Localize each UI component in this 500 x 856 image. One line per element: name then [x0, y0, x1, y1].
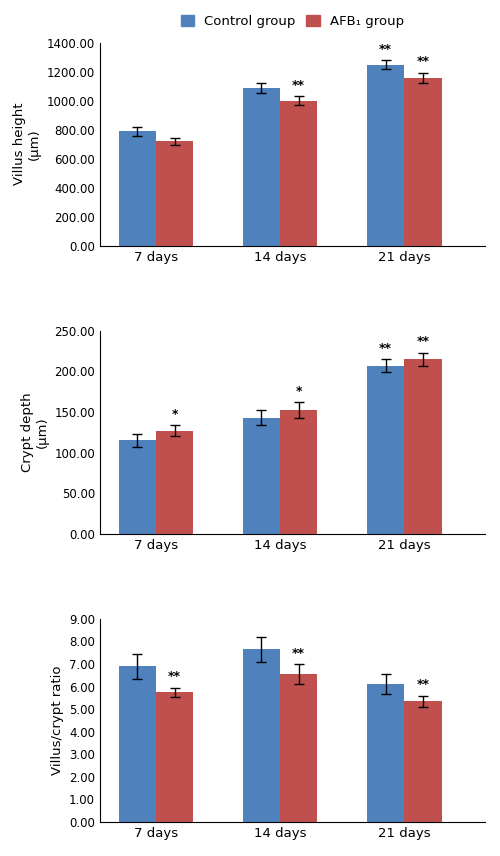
Bar [404, 360, 442, 533]
Bar [156, 693, 193, 822]
Text: **: ** [168, 670, 181, 683]
Bar [156, 141, 193, 246]
Y-axis label: Villus/crypt ratio: Villus/crypt ratio [50, 666, 64, 775]
Y-axis label: Villus height
(μm): Villus height (μm) [14, 103, 42, 186]
Bar [367, 366, 405, 533]
Text: **: ** [379, 342, 392, 354]
Text: *: * [172, 407, 178, 420]
Bar [367, 64, 405, 246]
Bar [404, 78, 442, 246]
Bar [118, 440, 156, 533]
Text: **: ** [292, 79, 305, 92]
Bar [280, 410, 318, 533]
Legend: Control group, AFB₁ group: Control group, AFB₁ group [177, 11, 408, 33]
Bar [243, 650, 280, 822]
Text: **: ** [379, 43, 392, 56]
Bar [243, 418, 280, 533]
Bar [156, 431, 193, 533]
Text: **: ** [416, 336, 430, 348]
Text: **: ** [416, 55, 430, 68]
Text: *: * [296, 385, 302, 398]
Bar [243, 87, 280, 246]
Bar [367, 684, 405, 822]
Text: **: ** [416, 678, 430, 691]
Y-axis label: Crypt depth
(μm): Crypt depth (μm) [21, 392, 49, 473]
Bar [280, 101, 318, 246]
Bar [280, 675, 318, 822]
Bar [118, 666, 156, 822]
Bar [404, 701, 442, 822]
Bar [118, 131, 156, 246]
Text: **: ** [292, 646, 305, 659]
